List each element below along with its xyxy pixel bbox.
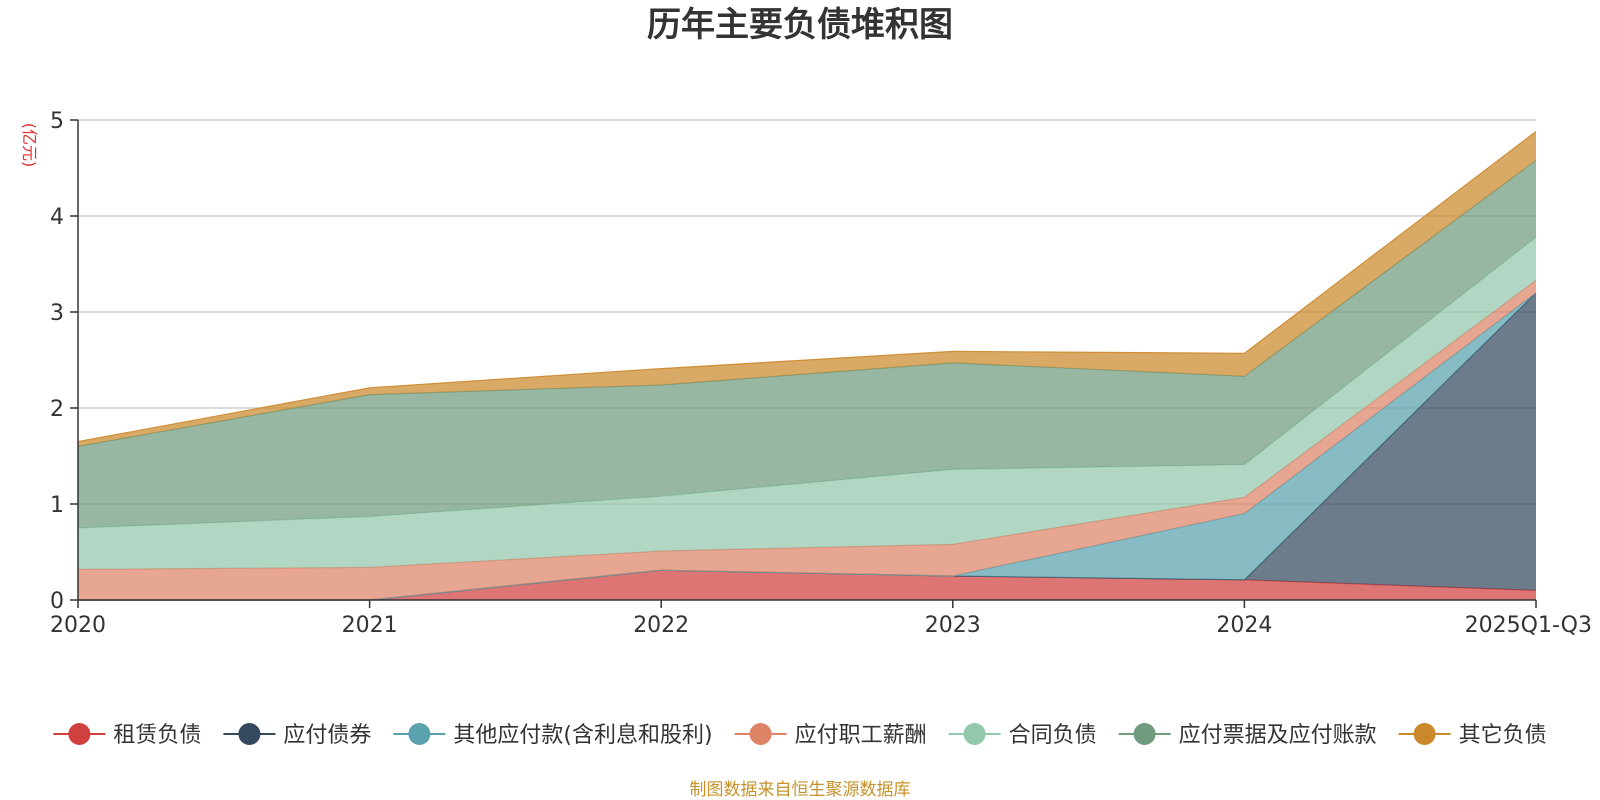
- area-应付票据及应付账款: [78, 160, 1536, 529]
- legend-item-合同负债[interactable]: 合同负债: [948, 723, 1097, 748]
- area-合同负债: [78, 237, 1536, 570]
- y-tick-1: 1: [50, 493, 64, 518]
- area-应付职工薪酬: [78, 280, 1536, 600]
- legend-marker-dot: [749, 723, 772, 745]
- y-tick-0: 0: [50, 589, 64, 614]
- legend-marker-dot: [68, 723, 91, 745]
- y-tick-4: 4: [50, 205, 64, 230]
- x-tick-2021: 2021: [342, 613, 398, 638]
- legend-label: 租赁负债: [113, 723, 201, 748]
- legend-marker-dot: [1413, 723, 1436, 745]
- area-其它负债: [78, 131, 1536, 447]
- legend-label: 合同负债: [1009, 723, 1097, 748]
- legend-marker-dot: [963, 723, 986, 745]
- legend-item-应付票据及应付账款[interactable]: 应付票据及应付账款: [1118, 723, 1377, 748]
- x-tick-labels: 2020 2021 2022 2023 2024 2025Q1-Q3: [50, 600, 1592, 638]
- legend-label: 应付票据及应付账款: [1179, 723, 1377, 748]
- y-tick-3: 3: [50, 301, 64, 326]
- y-tick-5: 5: [50, 109, 64, 134]
- x-tick-2022: 2022: [633, 613, 689, 638]
- chart-title: 历年主要负债堆积图: [647, 5, 953, 45]
- legend-item-租赁负债[interactable]: 租赁负债: [53, 723, 201, 748]
- legend-item-应付职工薪酬[interactable]: 应付职工薪酬: [734, 723, 927, 748]
- y-axis-unit: (亿元): [20, 123, 39, 168]
- x-tick-2025Q1-Q3: 2025Q1-Q3: [1465, 613, 1592, 638]
- axes: [77, 120, 1536, 601]
- legend-marker-dot: [1133, 723, 1156, 745]
- legend-label: 其他应付款(含利息和股利): [453, 723, 712, 748]
- legend: 租赁负债 应付债券 其他应付款(含利息和股利) 应付职工薪酬 合同负债 应付票据及应付账款…: [53, 723, 1547, 748]
- legend-item-其他应付款(含利息和股利)[interactable]: 其他应付款(含利息和股利): [393, 723, 713, 748]
- x-tick-2020: 2020: [50, 613, 106, 638]
- legend-label: 应付职工薪酬: [795, 723, 927, 748]
- legend-label: 应付债券: [283, 723, 371, 748]
- x-tick-2023: 2023: [925, 613, 981, 638]
- area-line-其它负债: [77, 131, 1537, 443]
- legend-item-应付债券[interactable]: 应付债券: [223, 723, 371, 748]
- legend-marker-dot: [408, 723, 431, 745]
- source-note: 制图数据来自恒生聚源数据库: [690, 780, 911, 800]
- y-tick-labels: 0 1 2 3 4 5: [50, 109, 78, 614]
- legend-marker-dot: [238, 723, 261, 745]
- legend-item-其它负债[interactable]: 其它负债: [1398, 723, 1547, 748]
- y-tick-2: 2: [50, 397, 64, 422]
- area-应付债券: [78, 292, 1536, 600]
- x-tick-2024: 2024: [1216, 613, 1272, 638]
- area-series: [77, 131, 1537, 601]
- area-租赁负债: [78, 570, 1536, 600]
- legend-label: 其它负债: [1459, 723, 1547, 748]
